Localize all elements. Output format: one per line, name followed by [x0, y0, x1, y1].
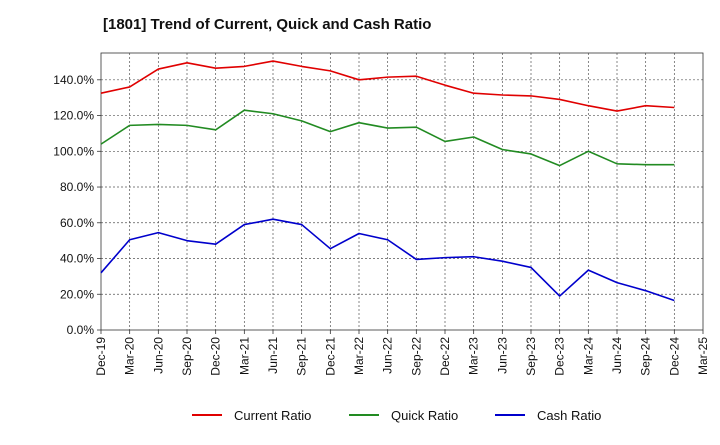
y-tick-label: 80.0% [60, 180, 94, 194]
y-axis-tick-labels: 0.0% 20.0% 40.0% 60.0% 80.0% 100.0% 120.0% 140.… [53, 73, 94, 337]
legend-label-quick-ratio: Quick Ratio [391, 408, 458, 423]
y-tick-label: 120.0% [53, 109, 94, 123]
legend: Current Ratio Quick Ratio Cash Ratio [192, 408, 601, 423]
series-line-quick-ratio [100, 109, 675, 167]
grid-lines [101, 53, 703, 330]
x-tick-label: Sep-22 [409, 337, 423, 376]
series-line-current-ratio [100, 60, 675, 112]
y-tick-label: 100.0% [53, 144, 94, 158]
legend-label-cash-ratio: Cash Ratio [537, 408, 601, 423]
x-tick-label: Sep-23 [524, 337, 538, 376]
x-tick-label: Jun-21 [266, 337, 280, 374]
legend-label-current-ratio: Current Ratio [234, 408, 311, 423]
x-tick-label: Dec-21 [323, 337, 337, 376]
x-tick-label: Jun-23 [495, 337, 509, 374]
x-tick-label: Sep-24 [639, 337, 653, 376]
y-tick-label: 20.0% [60, 287, 94, 301]
x-tick-label: Dec-22 [438, 337, 452, 376]
x-tick-label: Sep-20 [180, 337, 194, 376]
x-tick-label: Sep-21 [295, 337, 309, 376]
x-tick-label: Jun-24 [610, 337, 624, 374]
x-tick-label: Mar-22 [352, 337, 366, 375]
chart-title: [1801] Trend of Current, Quick and Cash … [103, 16, 431, 33]
x-tick-label: Mar-23 [467, 337, 481, 375]
y-tick-label: 140.0% [53, 73, 94, 87]
x-axis-tick-labels: Dec-19 Mar-20 Jun-20 Sep-20 Dec-20 Mar-21 Jun-… [94, 337, 710, 376]
x-tick-label: Dec-23 [553, 337, 567, 376]
x-tick-label: Mar-25 [696, 337, 710, 375]
x-tick-label: Mar-21 [237, 337, 251, 375]
series-lines [100, 60, 675, 302]
series-line-cash-ratio [100, 218, 675, 302]
y-tick-label: 0.0% [67, 323, 95, 337]
axes [97, 52, 704, 334]
x-tick-label: Jun-20 [151, 337, 165, 374]
x-tick-label: Dec-24 [667, 337, 681, 376]
x-tick-label: Mar-24 [581, 337, 595, 375]
plot-area-frame [100, 52, 704, 331]
x-tick-label: Jun-22 [381, 337, 395, 374]
y-tick-label: 60.0% [60, 216, 94, 230]
x-tick-label: Dec-20 [209, 337, 223, 376]
y-tick-label: 40.0% [60, 252, 94, 266]
x-tick-label: Dec-19 [94, 337, 108, 376]
x-tick-label: Mar-20 [123, 337, 137, 375]
